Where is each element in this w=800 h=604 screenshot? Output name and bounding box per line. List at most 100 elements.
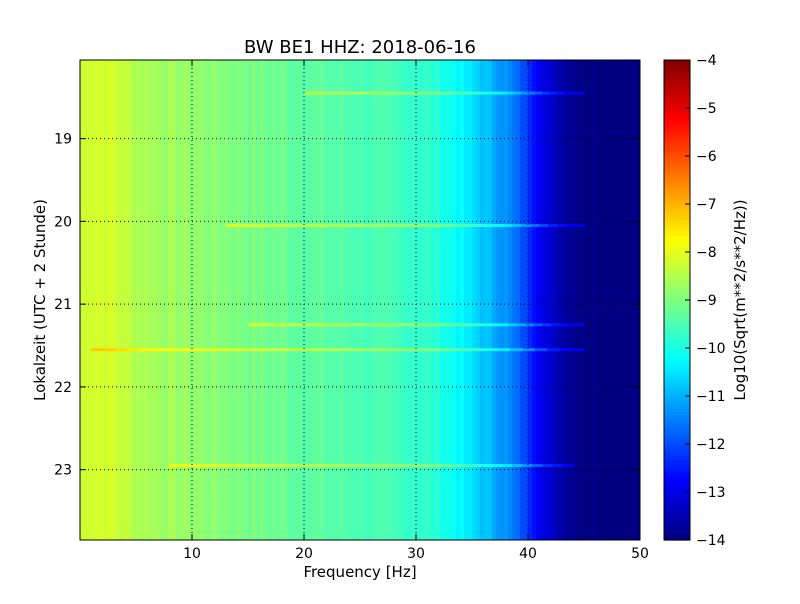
spectral-line-segment [508, 323, 518, 327]
spectrogram-column [120, 60, 125, 540]
colorbar-swatch [664, 304, 690, 309]
colorbar-swatch [664, 144, 690, 149]
spectral-line-segment [461, 464, 473, 468]
colorbar-swatch [664, 196, 690, 201]
spectrogram-column [364, 60, 369, 540]
spectrogram-column [572, 60, 577, 540]
spectral-line-segment [306, 224, 316, 228]
spectrogram-column [600, 60, 605, 540]
spectral-line-segment [239, 348, 252, 352]
spectrogram-column [232, 60, 237, 540]
colorbar-swatch [664, 204, 690, 209]
colorbar-swatch [664, 284, 690, 289]
spectral-line-segment [458, 91, 466, 95]
spectral-line-segment [250, 464, 261, 468]
spectral-line-segment [318, 91, 326, 95]
spectrogram-column [172, 60, 177, 540]
spectral-line-segment [460, 348, 474, 352]
spectrogram-column [264, 60, 269, 540]
colorbar-swatch [664, 84, 690, 89]
colorbar-swatch [664, 132, 690, 137]
colorbar-swatch [664, 332, 690, 337]
spectral-line-segment [440, 224, 451, 228]
colorbar-swatch [664, 80, 690, 85]
spectrogram-column [100, 60, 105, 540]
spectrogram-column [312, 60, 317, 540]
colorbar-swatch [664, 408, 690, 413]
spectral-line-segment [230, 464, 241, 468]
spectrogram-column [160, 60, 165, 540]
spectrogram-column [368, 60, 373, 540]
x-axis: 10 20 30 40 50 [183, 60, 649, 562]
colorbar-swatch [664, 444, 690, 449]
spectrogram-column [188, 60, 193, 540]
spectral-line-segment [503, 224, 513, 228]
colorbar-swatch [664, 72, 690, 77]
colorbar-tick-label: −10 [696, 341, 726, 357]
spectrogram-column [460, 60, 465, 540]
spectrogram-column [80, 60, 85, 540]
colorbar-swatch [664, 448, 690, 453]
spectral-line-segment [152, 348, 166, 352]
spectral-line-segment [353, 91, 361, 95]
spectrogram-column [164, 60, 169, 540]
spectral-line-segment [103, 348, 117, 352]
spectral-line-segment [140, 348, 154, 352]
spectral-line-segment [472, 464, 483, 468]
spectrogram-column [512, 60, 517, 540]
colorbar-tick-label: −12 [696, 437, 726, 453]
colorbar-swatch [664, 188, 690, 193]
spectral-line-segment [521, 91, 529, 95]
spectrogram-column [484, 60, 489, 540]
spectrogram-column [552, 60, 557, 540]
spectral-line-segment [423, 348, 437, 352]
spectrogram-column [564, 60, 569, 540]
spectrogram-column [272, 60, 277, 540]
spectrogram-column [96, 60, 101, 540]
spectral-line-segment [432, 323, 442, 327]
colorbar-swatch [664, 536, 690, 541]
spectrogram-column [84, 60, 89, 540]
colorbar-swatch [664, 352, 690, 357]
spectrogram-column [240, 60, 245, 540]
spectral-line-segment [165, 348, 178, 352]
spectral-line-segment [351, 224, 361, 228]
spectrogram-column [420, 60, 425, 540]
colorbar-swatch [664, 432, 690, 437]
spectrogram-column [408, 60, 413, 540]
spectral-line-segment [497, 348, 511, 352]
spectrogram-column [440, 60, 445, 540]
spectrogram-column [424, 60, 429, 540]
spectrogram-column [412, 60, 417, 540]
colorbar-swatch [664, 164, 690, 169]
spectral-line-segment [416, 91, 424, 95]
spectrogram-column [504, 60, 509, 540]
colorbar-swatch [664, 336, 690, 341]
colorbar-swatch [664, 368, 690, 373]
spectrogram-column [208, 60, 213, 540]
spectral-line-segment [514, 91, 522, 95]
spectral-line-segment [270, 224, 280, 228]
spectral-line-segment [340, 464, 352, 468]
spectrogram-column [156, 60, 161, 540]
spectral-line-segment [422, 224, 433, 228]
colorbar-swatch [664, 148, 690, 153]
spectral-line-segment [290, 464, 302, 468]
spectral-line-segment [220, 464, 231, 468]
spectral-line-segment [500, 91, 508, 95]
spectrogram-column [508, 60, 513, 540]
colorbar-swatch [664, 200, 690, 205]
spectral-line-segment [340, 323, 350, 327]
spectral-line-segment [444, 91, 452, 95]
colorbar-swatch [664, 248, 690, 253]
spectral-line-segment [409, 91, 417, 95]
spectral-line-segment [528, 91, 536, 95]
spectral-line-segment [325, 91, 333, 95]
colorbar-swatch [664, 112, 690, 117]
colorbar-swatch [664, 180, 690, 185]
spectrogram-column [296, 60, 301, 540]
colorbar-swatch [664, 464, 690, 469]
spectrogram-column [328, 60, 333, 540]
